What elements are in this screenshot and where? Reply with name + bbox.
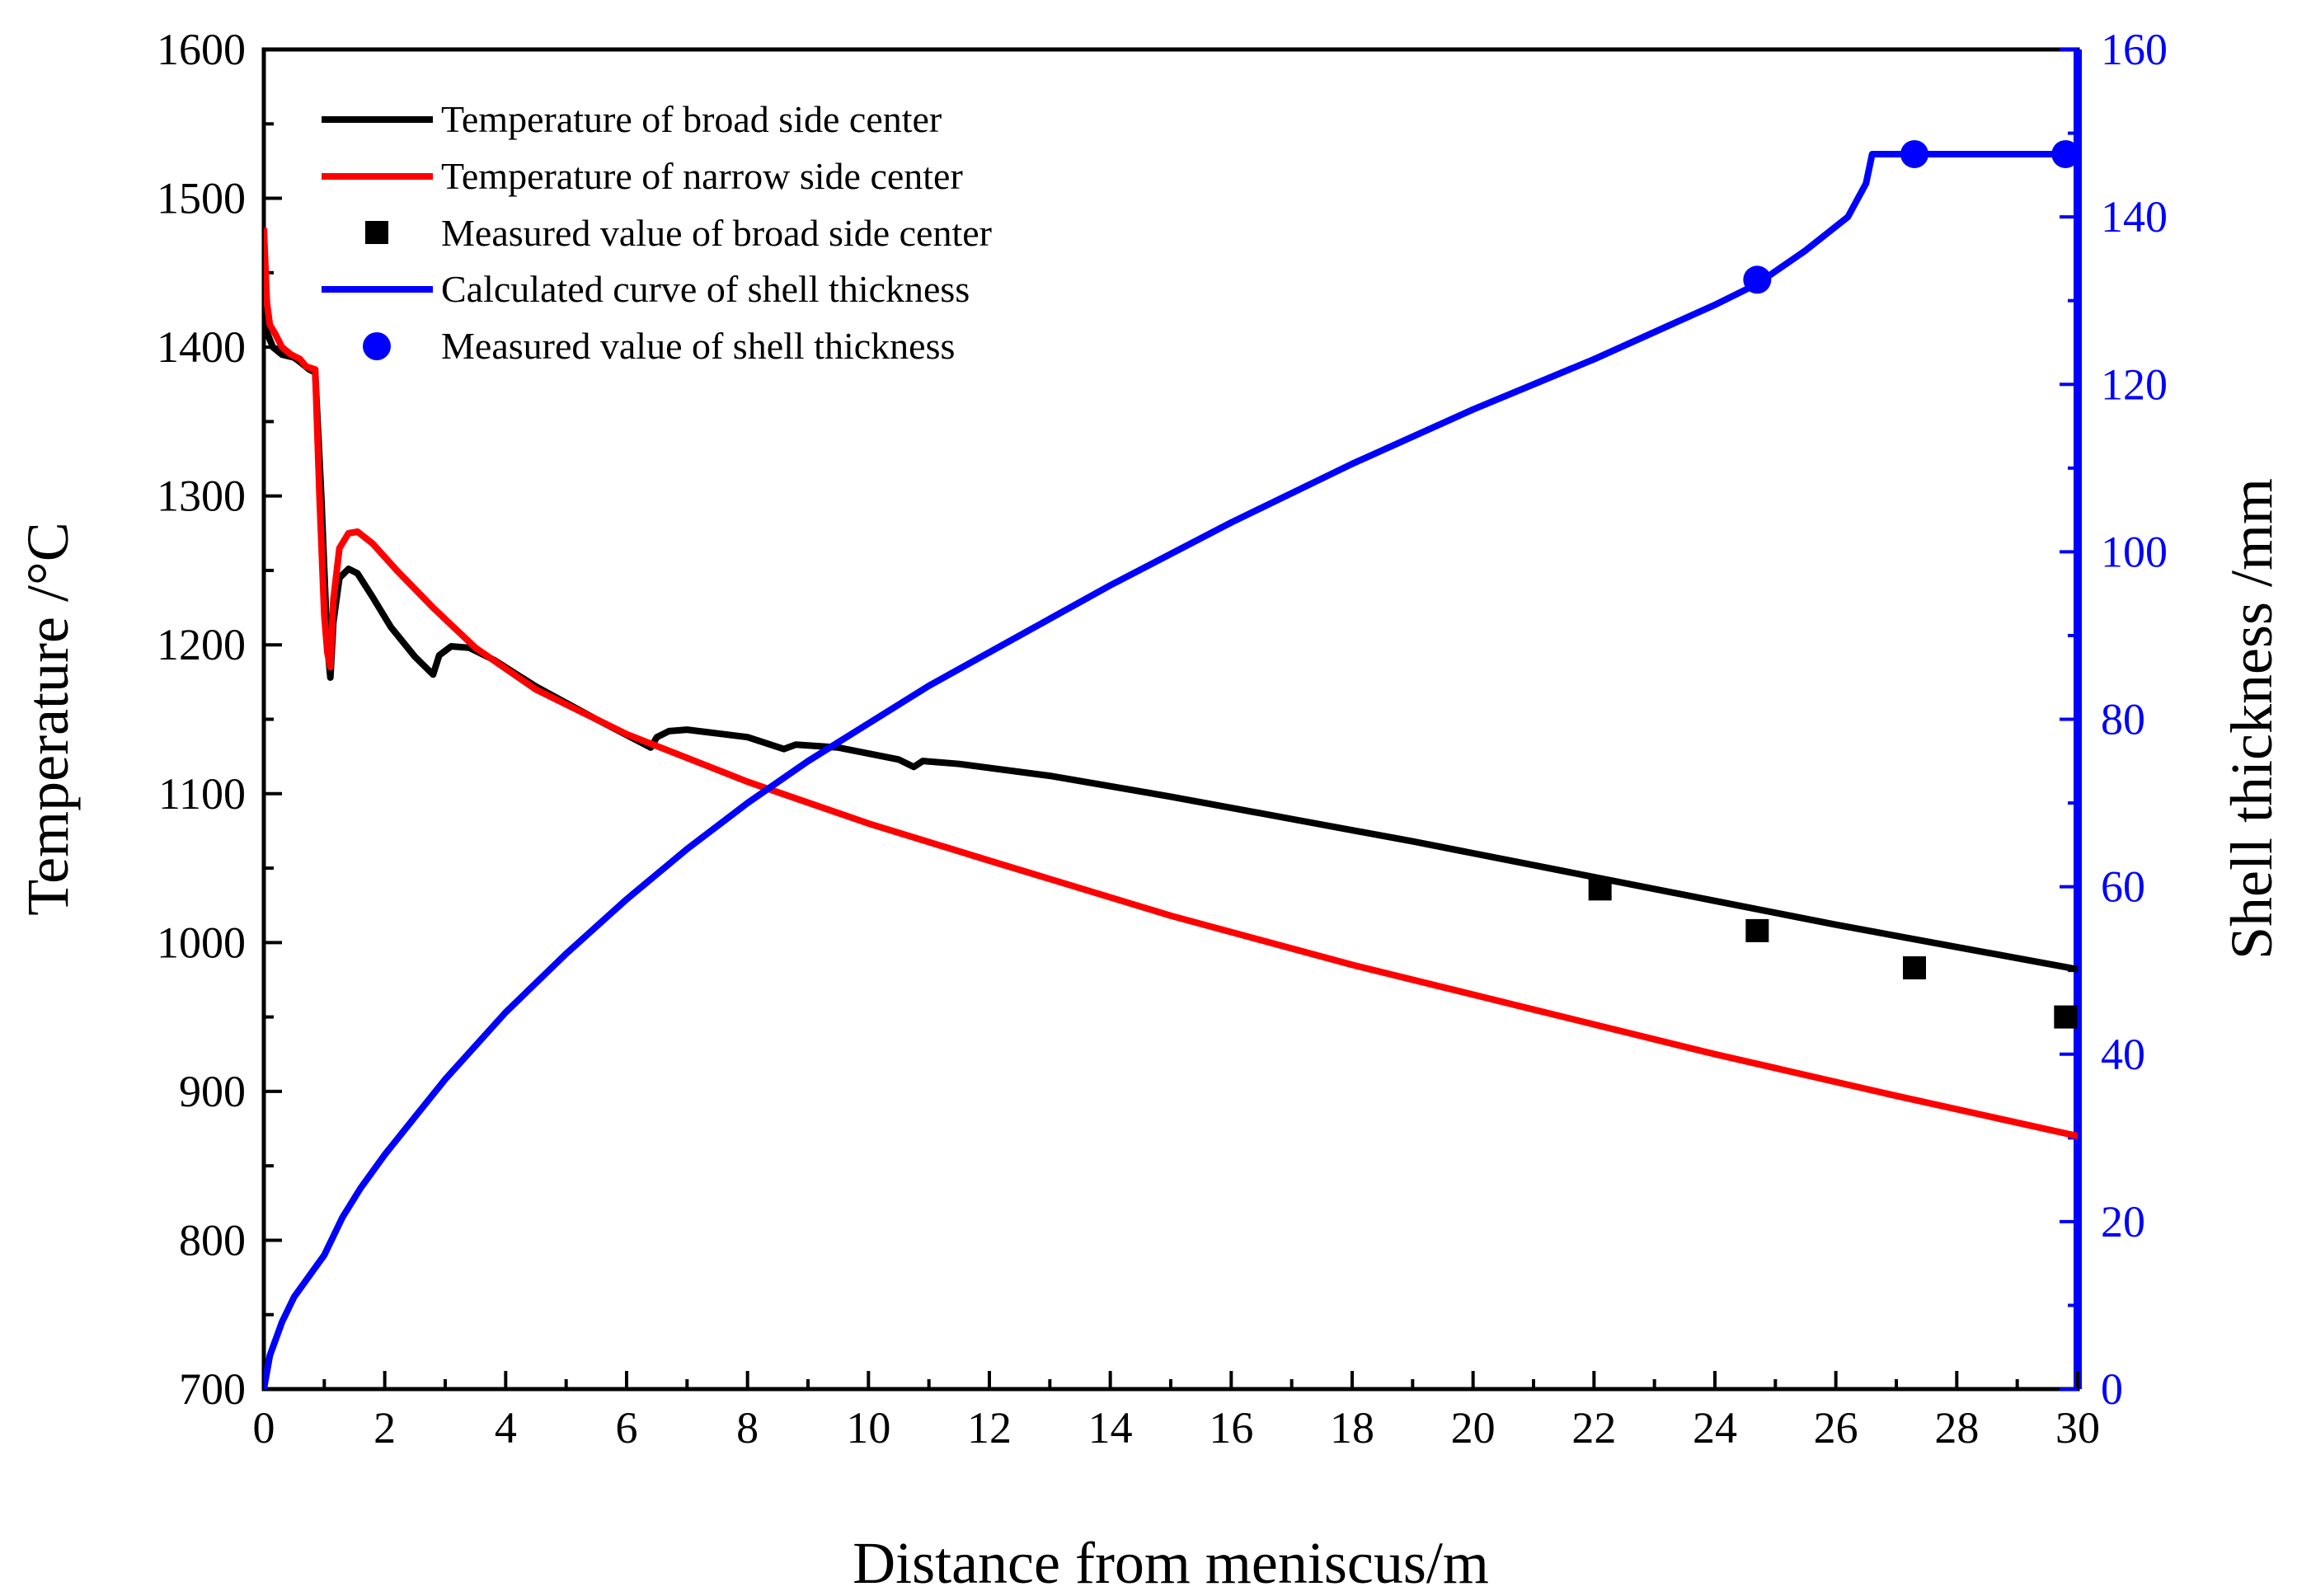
y-left-axis-title: Temperature /°C: [15, 522, 81, 916]
measured-broad-point: [1903, 956, 1926, 980]
x-tick-label: 24: [1693, 1403, 1737, 1453]
y-right-tick-label: 40: [2101, 1030, 2145, 1079]
x-tick-label: 2: [373, 1403, 396, 1453]
legend-item-measured-broad: Measured value of broad side center: [365, 212, 992, 254]
series-line-1: [264, 228, 2078, 1140]
y-left-tick-label: 1300: [157, 472, 246, 521]
legend-item-shell-curve: Calculated curve of shell thickness: [322, 268, 970, 310]
legend-label-broad: Temperature of broad side center: [441, 98, 942, 140]
x-tick-label: 8: [736, 1403, 759, 1453]
legend-swatch-measured-broad: [365, 221, 388, 244]
x-tick-label: 20: [1451, 1403, 1496, 1453]
y-right-axis-ticks: 0 20 40 60 80 100 120 140 160: [2060, 25, 2168, 1414]
y-right-tick-label: 0: [2101, 1364, 2123, 1414]
series-line-3: [264, 151, 2078, 1389]
y-right-axis-title: Shell thickness /mm: [2219, 478, 2285, 960]
y-left-tick-label: 1200: [157, 620, 246, 669]
y-right-tick-label: 80: [2101, 695, 2145, 744]
y-left-tick-label: 900: [179, 1067, 246, 1116]
x-tick-label: 22: [1571, 1403, 1616, 1453]
measured-shell-point: [2051, 139, 2080, 168]
legend-label-measured-shell: Measured value of shell thickness: [441, 325, 955, 367]
x-tick-label: 18: [1330, 1403, 1374, 1453]
y-right-tick-label: 140: [2101, 192, 2168, 242]
y-left-tick-label: 1100: [158, 769, 246, 819]
x-tick-label: 14: [1088, 1403, 1133, 1453]
y-left-tick-label: 1500: [157, 174, 246, 223]
y-right-tick-label: 20: [2101, 1197, 2145, 1246]
legend-label-measured-broad: Measured value of broad side center: [441, 212, 992, 254]
x-tick-label: 0: [253, 1403, 275, 1453]
x-tick-label: 6: [616, 1403, 638, 1453]
legend-item-measured-shell: Measured value of shell thickness: [363, 325, 955, 367]
legend-label-shell-curve: Calculated curve of shell thickness: [441, 268, 970, 310]
measured-shell-point: [1900, 139, 1928, 168]
measured-broad-point: [2054, 1005, 2078, 1029]
x-tick-label: 4: [495, 1403, 517, 1453]
x-tick-label: 12: [967, 1403, 1012, 1453]
y-left-tick-label: 800: [179, 1215, 246, 1265]
legend-label-narrow: Temperature of narrow side center: [441, 155, 963, 197]
y-left-tick-label: 1600: [157, 25, 246, 74]
x-tick-label: 30: [2055, 1403, 2100, 1453]
x-tick-label: 26: [1814, 1403, 1858, 1453]
markers-layer: [1588, 139, 2080, 1029]
y-right-tick-label: 160: [2101, 25, 2168, 74]
y-left-tick-label: 1000: [157, 918, 246, 967]
y-left-tick-label: 1400: [157, 322, 246, 372]
legend: Temperature of broad side center Tempera…: [322, 98, 992, 367]
x-axis-ticks: 0 2 4 6 8 10 12 14 16 18 20 22 24 26 28 30: [253, 1371, 2100, 1453]
x-tick-label: 28: [1934, 1403, 1979, 1453]
x-tick-label: 16: [1209, 1403, 1253, 1453]
x-tick-label: 10: [846, 1403, 890, 1453]
y-right-tick-label: 60: [2101, 862, 2145, 912]
measured-broad-point: [1745, 918, 1769, 942]
y-left-axis-ticks: 700 800 900 1000 1100 1200 1300 1400 1500 1600: [157, 25, 282, 1414]
y-right-tick-label: 100: [2101, 527, 2168, 576]
legend-item-narrow: Temperature of narrow side center: [322, 155, 963, 197]
series-line-0: [264, 287, 2078, 973]
x-axis-title: Distance from meniscus/m: [853, 1530, 1489, 1596]
measured-shell-point: [1743, 265, 1772, 294]
y-left-tick-label: 700: [179, 1364, 246, 1414]
legend-item-broad: Temperature of broad side center: [322, 98, 942, 140]
legend-swatch-measured-shell: [363, 332, 391, 360]
series-layer: [264, 151, 2078, 1389]
y-right-tick-label: 120: [2101, 359, 2168, 409]
measured-broad-point: [1588, 877, 1612, 901]
